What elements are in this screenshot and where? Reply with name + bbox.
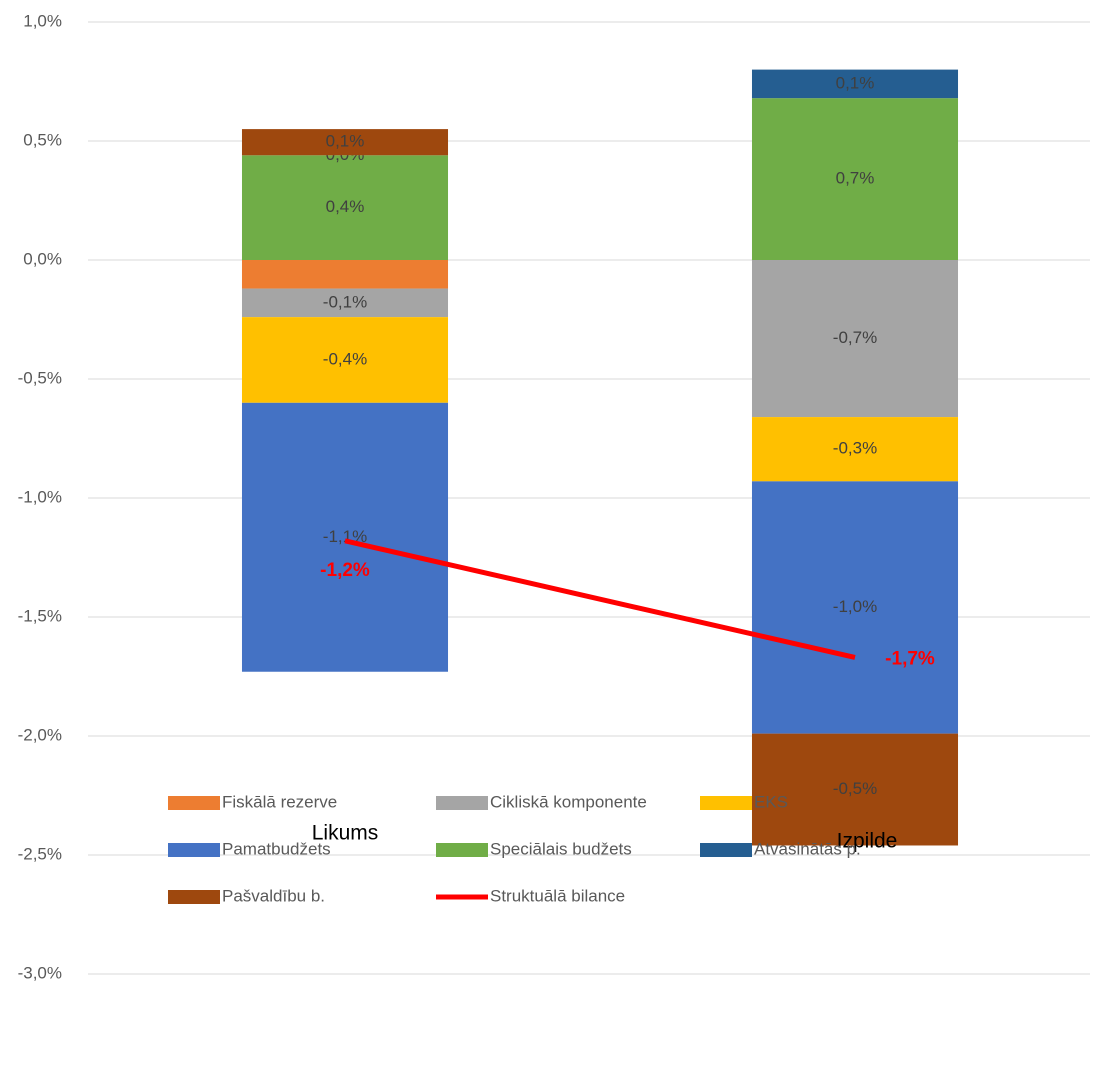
bar-segment xyxy=(241,155,449,260)
bar-segment xyxy=(241,288,449,318)
data-label: 0,1% xyxy=(326,132,365,151)
data-label: 0,4% xyxy=(326,197,365,216)
legend-label: Fiskālā rezerve xyxy=(222,792,337,811)
bar-segment xyxy=(751,481,959,734)
y-tick-label: -0,5% xyxy=(18,368,62,387)
data-label: -0,4% xyxy=(323,349,367,368)
line-label: -1,7% xyxy=(885,648,935,669)
legend-label: Struktuālā bilance xyxy=(490,886,625,905)
legend-label: Pamatbudžets xyxy=(222,839,331,858)
legend-swatch xyxy=(436,796,488,810)
data-label: 0,1% xyxy=(836,73,875,92)
legend-label: Speciālais budžets xyxy=(490,839,632,858)
y-tick-label: -2,5% xyxy=(18,844,62,863)
y-tick-label: -1,0% xyxy=(18,487,62,506)
bar-segment xyxy=(751,98,959,260)
x-tick-label: Likums xyxy=(312,822,379,845)
legend-label: EKS xyxy=(754,792,788,811)
legend-label: Cikliskā komponente xyxy=(490,792,647,811)
legend-label: Pašvaldību b. xyxy=(222,886,325,905)
data-label: -0,5% xyxy=(833,779,877,798)
y-tick-label: 0,5% xyxy=(23,130,62,149)
legend-label: Atvasinātās p. xyxy=(754,839,861,858)
y-tick-label: -2,0% xyxy=(18,725,62,744)
data-label: -0,3% xyxy=(833,439,877,458)
data-label: -0,7% xyxy=(833,328,877,347)
x-tick-label: Izpilde xyxy=(837,830,898,853)
line-series xyxy=(344,538,856,660)
bar-segment xyxy=(751,69,959,99)
bar-segment xyxy=(241,317,449,403)
bar-segment xyxy=(751,260,959,418)
legend-swatch xyxy=(168,890,220,904)
y-tick-label: 0,0% xyxy=(23,249,62,268)
bar-segment xyxy=(241,260,449,289)
y-tick-label: -3,0% xyxy=(18,963,62,982)
legend-swatch xyxy=(168,843,220,857)
legend-swatch xyxy=(700,796,752,810)
data-label: -1,0% xyxy=(833,597,877,616)
data-label: 0,7% xyxy=(836,169,875,188)
data-label: -0,1% xyxy=(323,292,367,311)
legend-swatch xyxy=(700,843,752,857)
bar-segment xyxy=(241,402,449,672)
y-tick-label: -1,5% xyxy=(18,606,62,625)
bar-segment xyxy=(751,733,959,846)
y-tick-label: 1,0% xyxy=(23,11,62,30)
legend-swatch xyxy=(436,843,488,857)
bar-segment xyxy=(241,129,449,156)
legend-swatch xyxy=(168,796,220,810)
line-label: -1,2% xyxy=(320,560,370,581)
bar-segment xyxy=(751,417,959,482)
